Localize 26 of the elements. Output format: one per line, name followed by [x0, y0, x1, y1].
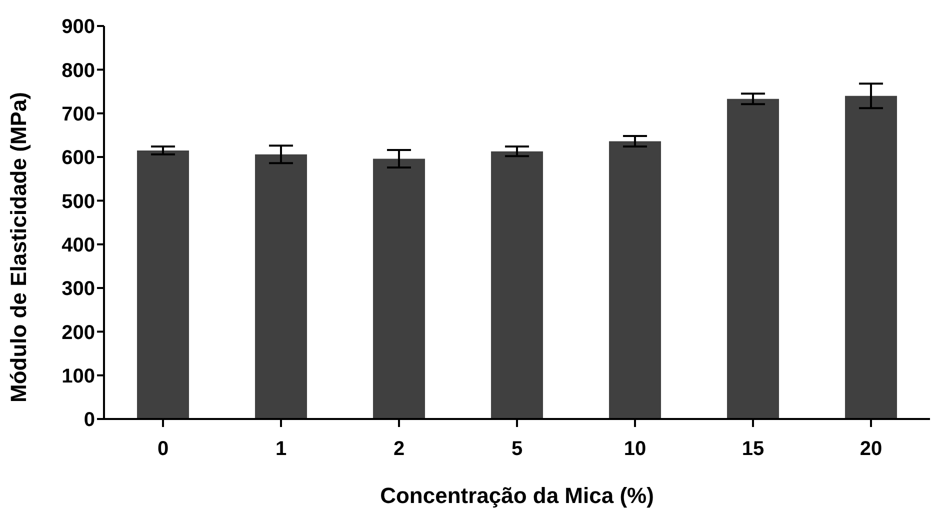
- bar: [727, 98, 779, 419]
- bar: [845, 96, 897, 419]
- y-tick-label: 300: [62, 278, 95, 300]
- y-axis-title: Módulo de Elasticidade (MPa): [6, 92, 31, 402]
- y-tick-label: 0: [84, 409, 95, 432]
- y-tick-label: 700: [62, 103, 95, 126]
- x-tick-label: 0: [157, 438, 169, 460]
- y-tick-label: 100: [62, 365, 95, 388]
- x-tick-label: 2: [393, 438, 405, 460]
- y-tick-label: 600: [62, 147, 95, 170]
- y-tick-label: 500: [62, 190, 95, 213]
- x-tick-label: 1: [275, 438, 287, 460]
- x-axis-title: Concentração da Mica (%): [380, 483, 654, 508]
- bar: [373, 158, 425, 419]
- bar: [609, 141, 661, 419]
- bar: [255, 154, 307, 419]
- x-tick-label: 15: [742, 438, 764, 460]
- bar: [137, 150, 189, 419]
- x-tick-label: 10: [624, 438, 646, 460]
- x-tick-label: 20: [860, 438, 882, 460]
- y-tick-label: 900: [62, 16, 95, 38]
- y-tick-label: 200: [62, 322, 95, 344]
- y-tick-label: 400: [62, 234, 95, 256]
- bar: [491, 151, 543, 419]
- y-tick-label: 800: [62, 60, 95, 82]
- x-tick-label: 5: [511, 438, 523, 460]
